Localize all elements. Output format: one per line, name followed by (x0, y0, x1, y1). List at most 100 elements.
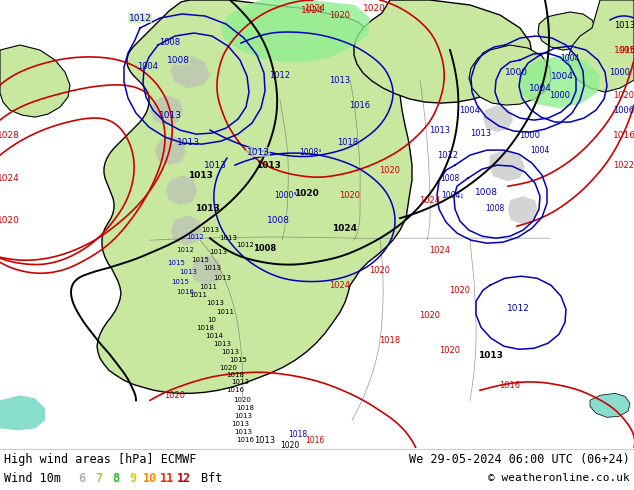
Text: 11: 11 (160, 471, 174, 485)
Text: 1000: 1000 (609, 68, 630, 76)
Text: 1016: 1016 (349, 100, 370, 110)
Text: 1015: 1015 (229, 357, 247, 363)
Text: 1013: 1013 (330, 75, 351, 85)
Text: 1013: 1013 (209, 249, 227, 255)
Text: 1020: 1020 (233, 397, 251, 403)
Text: 1018: 1018 (288, 430, 307, 439)
Polygon shape (0, 45, 70, 117)
Text: 1013: 1013 (247, 147, 269, 157)
Polygon shape (191, 255, 222, 285)
Text: 1024: 1024 (330, 281, 351, 290)
Text: 1013: 1013 (231, 421, 249, 427)
Polygon shape (170, 55, 210, 88)
Text: 1018: 1018 (226, 372, 244, 378)
Text: 1004: 1004 (560, 53, 579, 63)
Text: 1012: 1012 (176, 247, 194, 253)
Text: 1012: 1012 (186, 234, 204, 240)
Text: Wind 10m: Wind 10m (4, 471, 61, 485)
Text: 1020: 1020 (439, 346, 460, 355)
Text: 1018: 1018 (379, 336, 401, 345)
Text: 9: 9 (129, 471, 136, 485)
Text: 1018: 1018 (236, 405, 254, 411)
Polygon shape (97, 0, 412, 393)
Text: 1008: 1008 (167, 55, 190, 65)
Text: 12: 12 (177, 471, 191, 485)
Text: 1018: 1018 (196, 325, 214, 331)
Text: 1020: 1020 (0, 216, 20, 225)
Text: 1012: 1012 (507, 304, 529, 313)
Text: 1013: 1013 (219, 235, 237, 241)
Text: 1008³: 1008³ (299, 147, 321, 157)
Text: 1013: 1013 (254, 436, 276, 445)
Text: 1028: 1028 (0, 131, 20, 140)
Text: 1008: 1008 (441, 173, 460, 183)
Text: 7: 7 (96, 471, 103, 485)
Text: 1004₁: 1004₁ (441, 191, 463, 199)
Polygon shape (469, 45, 551, 105)
Text: 6: 6 (79, 471, 86, 485)
Text: 1024: 1024 (304, 3, 325, 13)
Text: 1013: 1013 (213, 341, 231, 347)
Text: 1012: 1012 (437, 150, 458, 160)
Text: 1013: 1013 (158, 111, 181, 120)
Text: 1014: 1014 (205, 333, 223, 339)
Text: 1004: 1004 (550, 72, 573, 80)
Text: 1013: 1013 (195, 204, 219, 213)
Text: 1020: 1020 (339, 191, 361, 199)
Polygon shape (538, 12, 596, 50)
Text: 1000: 1000 (519, 131, 541, 140)
Polygon shape (166, 175, 197, 205)
Text: 1008: 1008 (266, 216, 290, 225)
Text: 1013: 1013 (231, 379, 249, 385)
Text: 1013: 1013 (204, 161, 226, 170)
Text: 1016: 1016 (236, 438, 254, 443)
Polygon shape (489, 150, 525, 181)
Text: 1024: 1024 (429, 245, 451, 255)
Text: 1020: 1020 (363, 3, 385, 13)
Polygon shape (171, 215, 202, 245)
Polygon shape (483, 105, 513, 132)
Polygon shape (0, 395, 45, 430)
Polygon shape (155, 135, 186, 165)
Text: High wind areas [hPa] ECMWF: High wind areas [hPa] ECMWF (4, 453, 197, 466)
Text: 1000³: 1000³ (274, 191, 296, 199)
Text: 1013: 1013 (221, 349, 239, 355)
Text: 1004: 1004 (530, 146, 550, 155)
Text: 1020: 1020 (380, 166, 401, 174)
Text: 1008: 1008 (159, 38, 181, 47)
Polygon shape (508, 196, 538, 224)
Text: 1011: 1011 (189, 292, 207, 298)
Text: 1008: 1008 (486, 204, 505, 213)
Text: © weatheronline.co.uk: © weatheronline.co.uk (488, 473, 630, 483)
Text: 1020: 1020 (280, 441, 300, 450)
Text: 1020: 1020 (219, 365, 237, 371)
Text: 1015: 1015 (171, 279, 189, 285)
Text: 1013: 1013 (429, 125, 451, 135)
Text: 1013: 1013 (213, 275, 231, 281)
Text: 1013: 1013 (477, 351, 502, 360)
Text: 1013: 1013 (234, 429, 252, 435)
Text: 1016: 1016 (614, 46, 634, 54)
Text: 1012: 1012 (269, 71, 290, 79)
Text: 1006: 1006 (614, 105, 634, 115)
Text: 1020: 1020 (164, 391, 186, 400)
Text: 1020: 1020 (450, 286, 470, 294)
Text: 1020: 1020 (614, 91, 634, 99)
Text: 1004: 1004 (138, 62, 158, 71)
Polygon shape (354, 0, 532, 103)
Text: 1012: 1012 (236, 242, 254, 248)
Text: 10: 10 (207, 317, 216, 323)
Polygon shape (220, 0, 370, 62)
Text: 1013: 1013 (256, 161, 280, 170)
Text: 1015: 1015 (167, 260, 185, 266)
Text: 1024: 1024 (301, 5, 323, 15)
Text: 1024: 1024 (332, 223, 358, 233)
Text: 1013: 1013 (206, 300, 224, 306)
Text: 1011: 1011 (199, 284, 217, 290)
Text: 1024: 1024 (0, 173, 20, 183)
Text: 1020: 1020 (370, 266, 391, 275)
Text: 1013: 1013 (188, 171, 212, 180)
Polygon shape (590, 393, 630, 417)
Text: 1020: 1020 (294, 189, 318, 197)
Text: 1016: 1016 (500, 381, 521, 390)
